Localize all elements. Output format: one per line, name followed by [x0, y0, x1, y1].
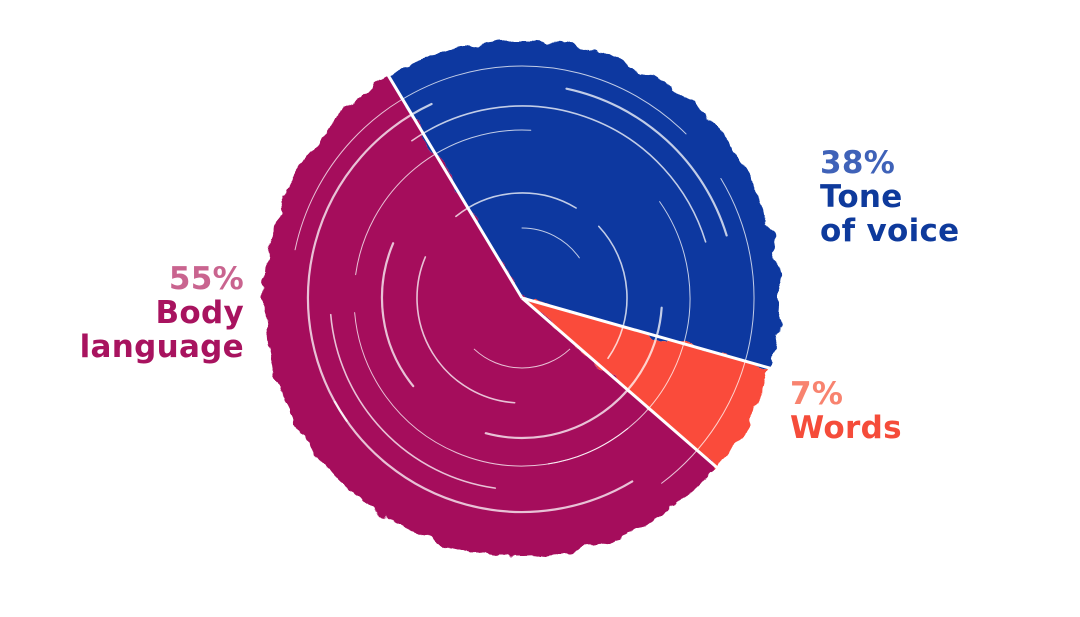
slice-name-body-language: Body language [79, 295, 244, 365]
brush-texture-arc [661, 178, 755, 484]
slice-percent-words: 7% [790, 376, 844, 412]
brush-texture-arc [473, 348, 571, 369]
label-tone-of-voice: 38% Tone of voice [820, 146, 960, 248]
brush-texture-arc [329, 313, 497, 489]
brush-texture-arc [294, 65, 687, 251]
brush-texture-arc [484, 306, 663, 440]
slice-separator [521, 296, 723, 473]
brush-texture-arc [521, 227, 580, 259]
brush-texture-arc [380, 242, 415, 388]
slice-percent-body-language: 55% [168, 261, 244, 297]
brush-texture-arc [333, 400, 634, 514]
pie-slice-tone-of-voice [389, 40, 780, 369]
slice-name-tone-of-voice-line: Tone of voice [820, 179, 960, 249]
slice-name-words: Words [790, 410, 902, 446]
brush-texture-arc [547, 201, 691, 465]
label-body-language: 55% Body language [80, 262, 244, 364]
slice-percent-tone-of-voice: 38% [820, 145, 896, 181]
slice-name-tone-of-voice: Tone of voice [820, 180, 960, 248]
brush-texture-arc [455, 192, 577, 218]
pie-slice-words [522, 298, 771, 468]
brush-texture-arc [306, 102, 433, 422]
label-words: 7% Words [790, 377, 902, 445]
brush-texture-arc [597, 225, 628, 360]
brush-texture-arc [411, 105, 707, 243]
slice-separator [384, 70, 524, 299]
brush-texture-arc [565, 87, 728, 237]
slice-separator [521, 296, 777, 372]
brush-texture-arc [416, 256, 516, 404]
pie-slice-body-language [264, 76, 717, 556]
brush-texture-arc [355, 129, 532, 276]
